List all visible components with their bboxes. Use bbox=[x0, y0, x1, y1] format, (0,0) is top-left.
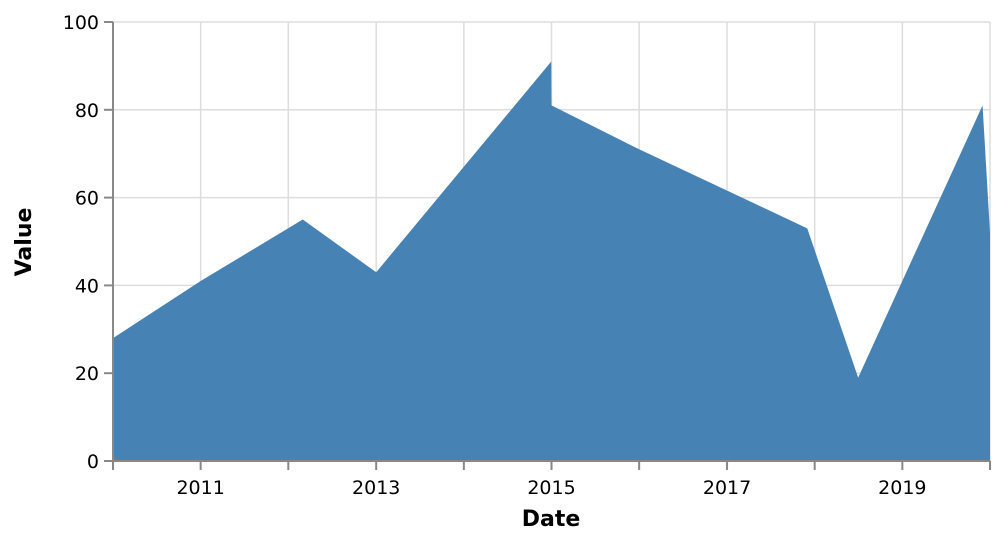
area-series bbox=[113, 61, 990, 461]
y-tick-label: 20 bbox=[75, 363, 99, 385]
x-axis-title: Date bbox=[522, 507, 581, 532]
y-tick-label: 100 bbox=[63, 12, 99, 34]
y-tick-label: 40 bbox=[75, 275, 99, 297]
y-axis-title: Value bbox=[12, 208, 37, 277]
x-tick-label: 2013 bbox=[352, 477, 400, 499]
x-tick-label: 2017 bbox=[703, 477, 751, 499]
axes bbox=[104, 21, 991, 470]
tick-labels: 2011 2013 2015 2017 2019 0 20 40 60 80 100 bbox=[63, 12, 927, 499]
y-tick-label: 60 bbox=[75, 188, 99, 210]
x-tick-label: 2011 bbox=[176, 477, 224, 499]
y-tick-label: 80 bbox=[75, 100, 99, 122]
x-tick-label: 2019 bbox=[878, 477, 926, 499]
x-tick-label: 2015 bbox=[527, 477, 575, 499]
y-tick-label: 0 bbox=[87, 451, 99, 473]
